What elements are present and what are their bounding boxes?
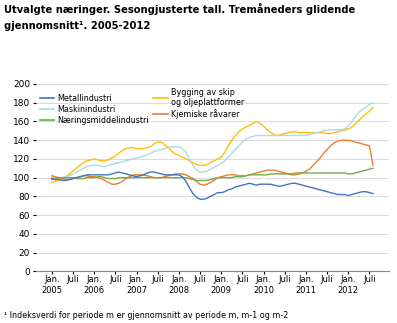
- Legend: Metallindustri, Maskinindustri, Næringsmiddelindustri, Bygging av skip
og oljepl: Metallindustri, Maskinindustri, Næringsm…: [40, 88, 244, 125]
- Text: Utvalgte næringer. Sesongjusterte tall. Tremåneders glidende: Utvalgte næringer. Sesongjusterte tall. …: [4, 3, 355, 15]
- Text: gjennomsnitt¹. 2005-2012: gjennomsnitt¹. 2005-2012: [4, 21, 150, 31]
- Text: ¹ Indeksverdi for periode m er gjennomsnitt av periode m, m-1 og m-2: ¹ Indeksverdi for periode m er gjennomsn…: [4, 311, 288, 320]
